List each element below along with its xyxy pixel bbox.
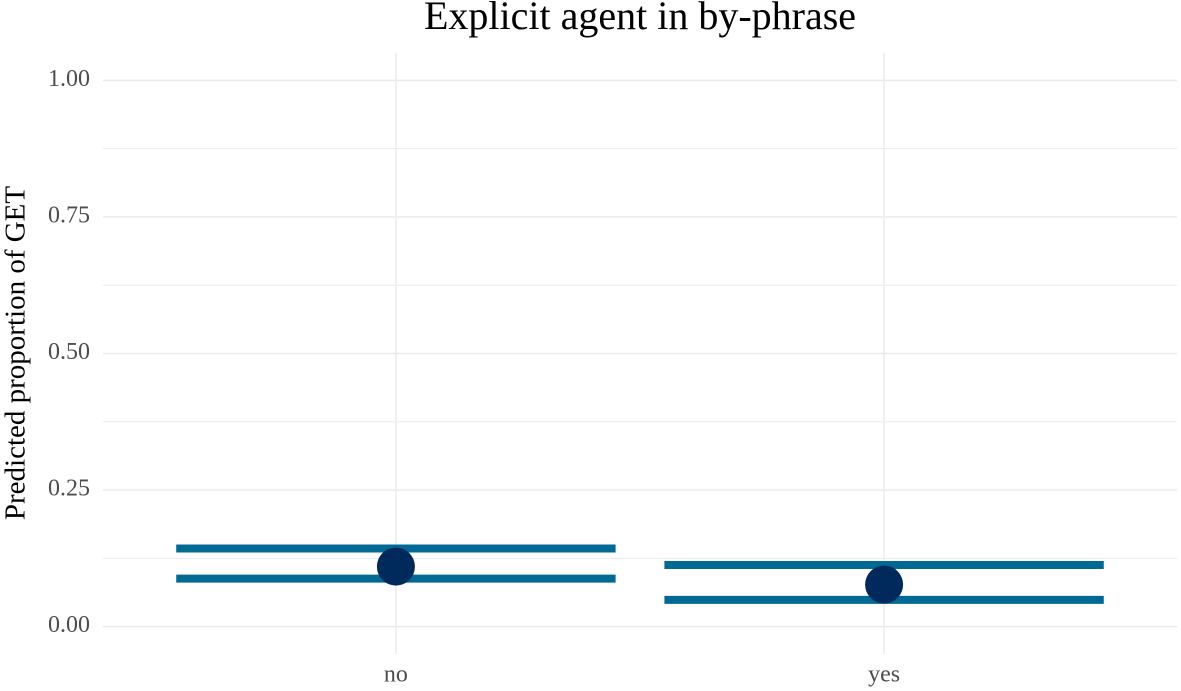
y-tick-label: 0.25 <box>48 476 90 502</box>
y-axis-label: Predicted proportion of GET <box>0 186 32 521</box>
y-tick-label: 0.00 <box>48 612 90 638</box>
y-tick-label: 1.00 <box>48 66 90 92</box>
point <box>376 547 415 586</box>
chart-title: Explicit agent in by-phrase <box>424 0 856 38</box>
x-tick-label: yes <box>868 662 900 688</box>
y-tick-label: 0.75 <box>48 202 90 228</box>
y-tick-label: 0.50 <box>48 339 90 365</box>
point <box>865 565 904 604</box>
x-tick-label: no <box>384 662 408 688</box>
